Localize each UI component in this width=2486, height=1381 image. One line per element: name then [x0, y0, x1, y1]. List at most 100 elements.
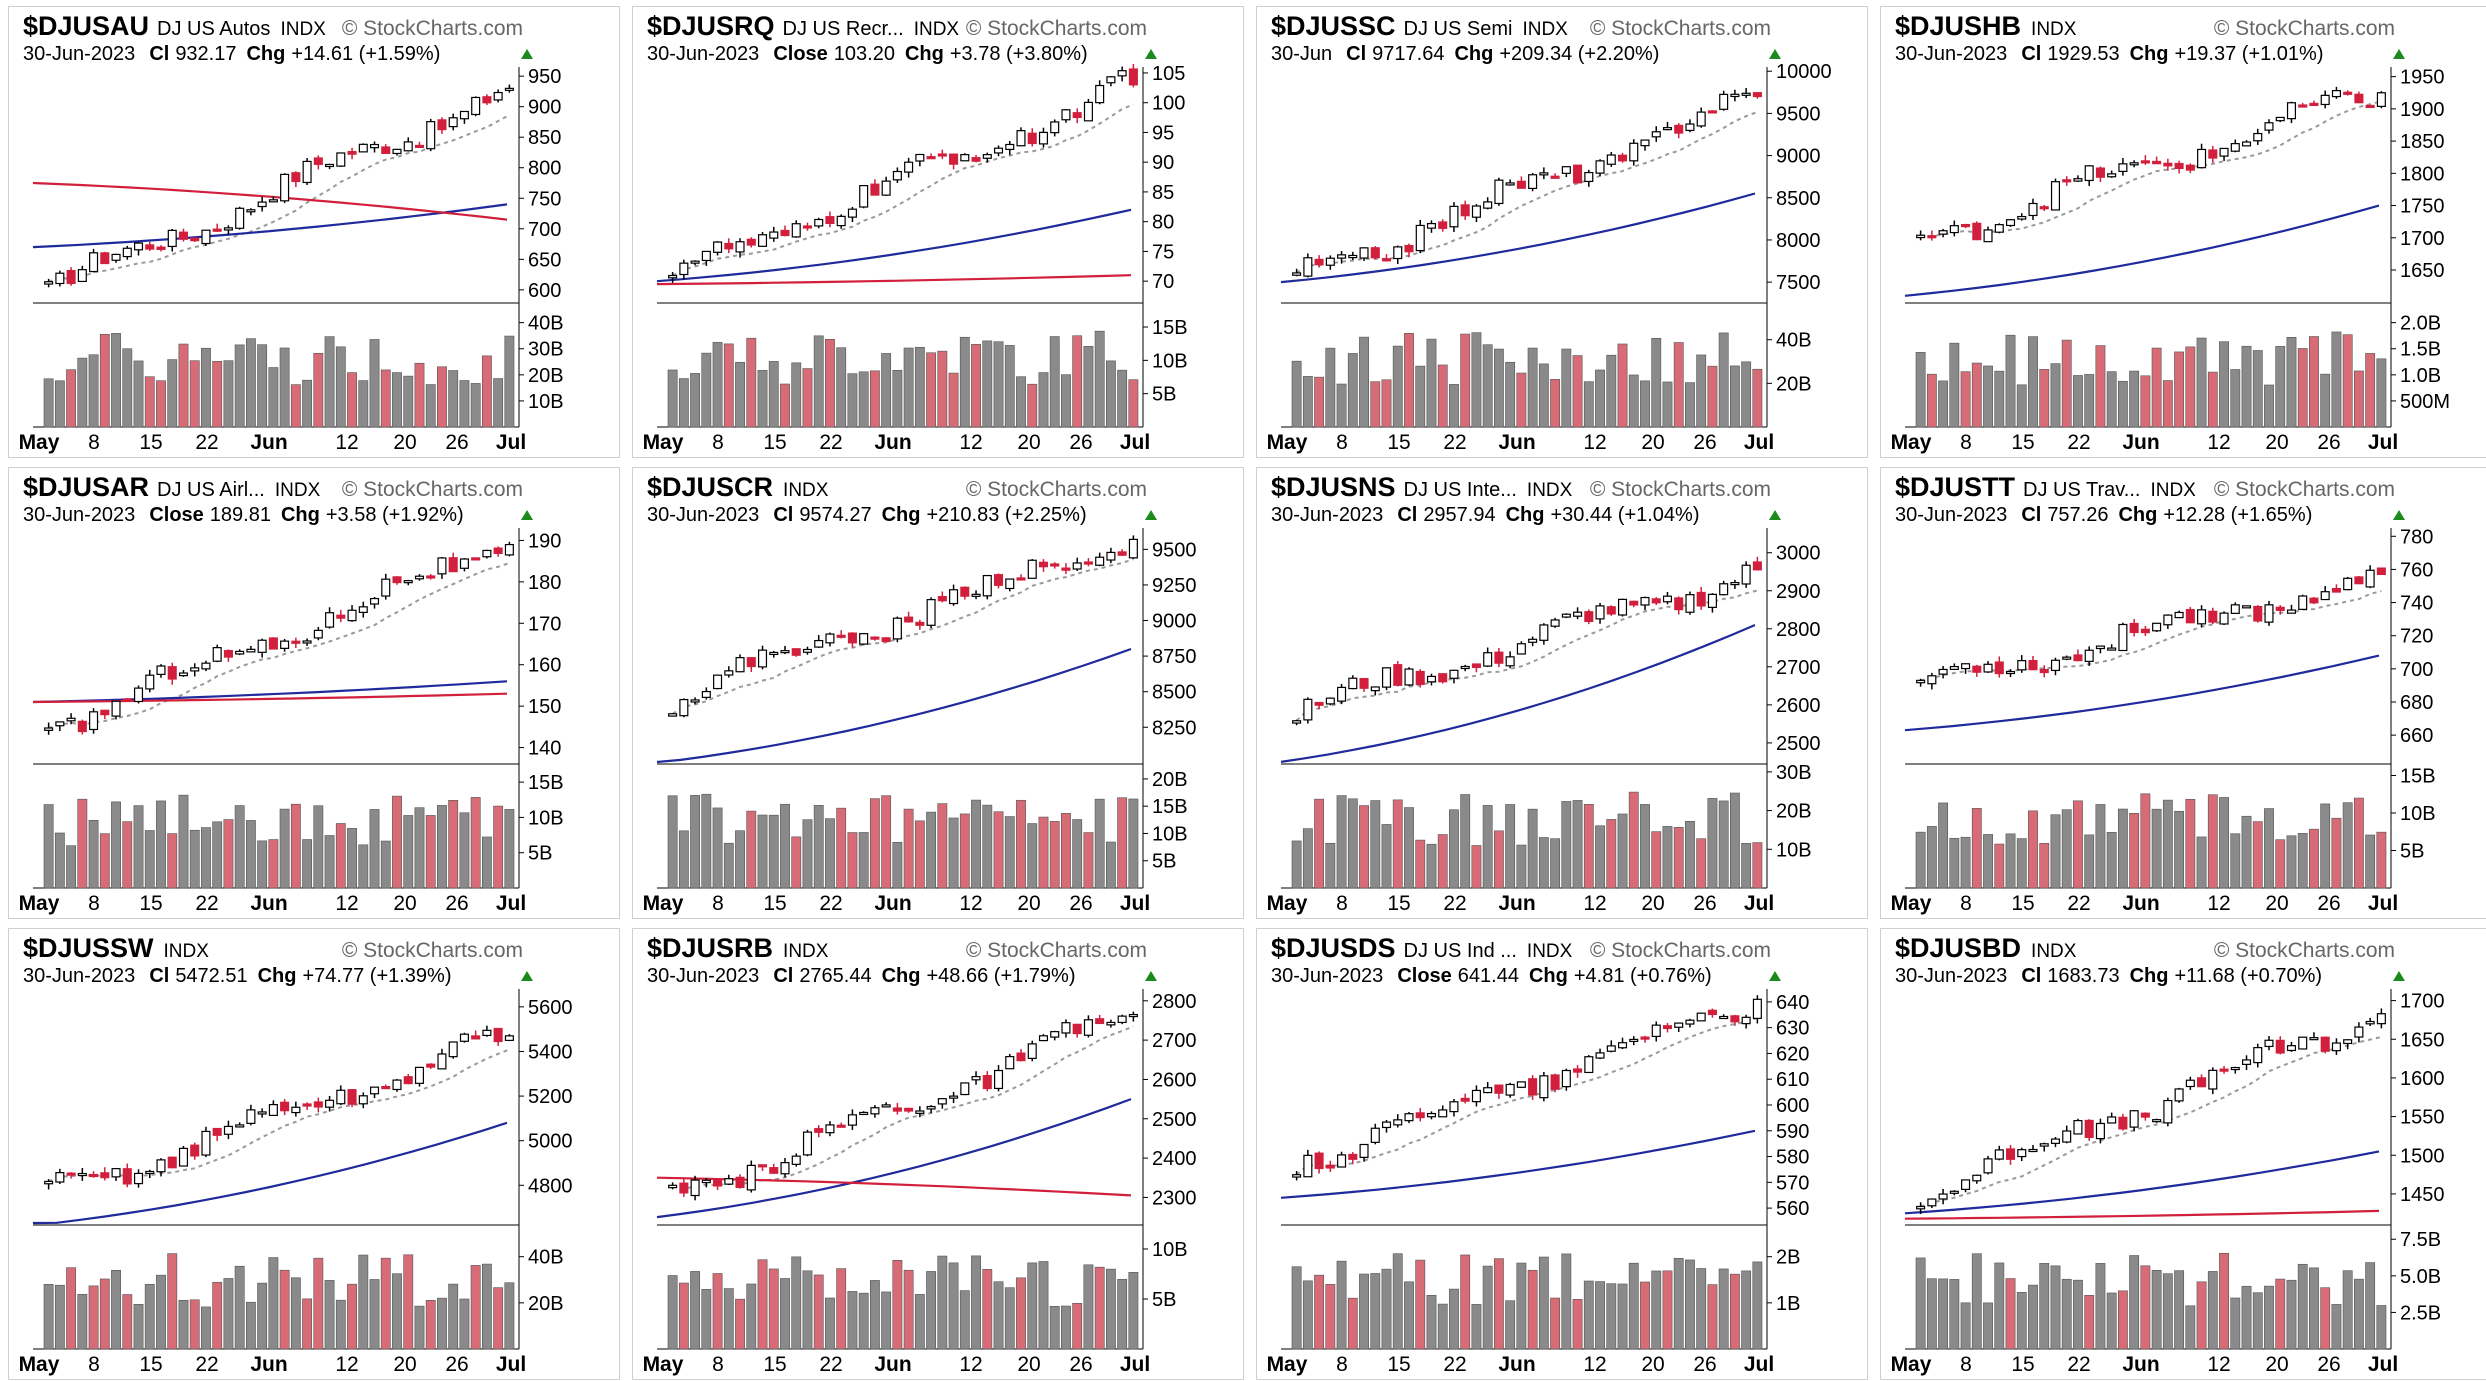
- volume-bar: [2196, 1281, 2207, 1350]
- brand-watermark: © StockCharts.com: [342, 478, 523, 501]
- candle-body: [1730, 1015, 1740, 1023]
- volume-bar: [369, 809, 380, 889]
- candle-body: [769, 1167, 779, 1174]
- chart-panel[interactable]: $DJUSAR DJ US Airl... INDX © StockCharts.co…: [8, 467, 620, 919]
- volume-bar: [2309, 828, 2319, 889]
- candle-body: [1370, 1127, 1380, 1143]
- candle-body: [1730, 581, 1740, 586]
- volume-bar: [959, 1290, 970, 1350]
- volume-bar: [1016, 1277, 1026, 1350]
- candle-body: [814, 1128, 824, 1133]
- candle-body: [1438, 673, 1448, 683]
- volume-bar: [1729, 365, 1740, 428]
- y-tick-label: 1900: [2400, 99, 2445, 121]
- x-tick-label: 8: [1960, 1353, 1972, 1376]
- volume-bar: [414, 807, 425, 889]
- candle-body: [100, 709, 110, 716]
- chart-panel[interactable]: $DJUSNS DJ US Inte... INDX © StockCharts.co…: [1256, 467, 1868, 919]
- volume-bar: [2353, 797, 2364, 889]
- volume-bar: [178, 1299, 189, 1350]
- candle-body: [145, 1170, 155, 1175]
- volume-bar: [2050, 1265, 2061, 1350]
- candle-body: [735, 241, 745, 253]
- chart-panel[interactable]: $DJUSAU DJ US Autos INDX © StockCharts.com 3…: [8, 6, 620, 458]
- volume-bar: [1938, 802, 1949, 889]
- volume-bar: [2207, 1271, 2218, 1350]
- candle-body: [2039, 1143, 2049, 1147]
- volume-bar: [1685, 1259, 1695, 1350]
- volume-bar: [1072, 335, 1083, 428]
- candle-body: [1662, 1025, 1673, 1030]
- chart-panel[interactable]: $DJUSTT DJ US Trav... INDX © StockCharts.co…: [1880, 467, 2486, 919]
- candle-body: [156, 246, 166, 251]
- chart-panel[interactable]: $DJUSSW INDX © StockCharts.com 30-Jun-2023 C…: [8, 928, 620, 1380]
- volume-bar: [768, 361, 779, 428]
- chart-panel[interactable]: $DJUSSC DJ US Semi INDX © StockCharts.com 30…: [1256, 6, 1868, 458]
- chart-description: DJ US Autos: [157, 18, 270, 40]
- chart-svg: $DJUSRB INDX © StockCharts.com 30-Jun-2023 C…: [643, 933, 1197, 1376]
- volume-bar: [324, 835, 335, 889]
- volume-bar: [1460, 1254, 1471, 1350]
- close-value: 1929.53: [2047, 43, 2119, 65]
- y-tick-label: 2900: [1776, 581, 1821, 603]
- candle-body: [1629, 600, 1639, 606]
- volume-bar: [1617, 813, 1628, 889]
- candle-body: [1719, 93, 1729, 110]
- candle-body: [2017, 1149, 2027, 1158]
- volume-bar: [290, 384, 301, 428]
- candle-body: [2017, 215, 2027, 220]
- candle-body: [713, 1179, 723, 1187]
- chart-panel[interactable]: $DJUSHB INDX © StockCharts.com 30-Jun-2023 C…: [1880, 6, 2486, 458]
- candle-body: [769, 651, 779, 656]
- y-tick-label: 2700: [1152, 1030, 1197, 1052]
- brand-watermark: © StockCharts.com: [2214, 478, 2395, 501]
- candle-body: [111, 253, 121, 261]
- x-tick-label: 15: [139, 1353, 162, 1376]
- chart-panel[interactable]: $DJUSBD INDX © StockCharts.com 30-Jun-2023 C…: [1880, 928, 2486, 1380]
- candle-body: [1292, 720, 1302, 724]
- volume-bar: [111, 801, 121, 889]
- x-tick-label: May: [19, 1353, 60, 1376]
- candle-body: [1539, 624, 1549, 641]
- x-tick-label: Jul: [1120, 1353, 1150, 1376]
- change-label: Chg: [281, 504, 320, 526]
- x-tick-label: 22: [195, 431, 218, 454]
- volume-bar: [982, 804, 993, 889]
- quote-date: 30-Jun-2023: [23, 504, 135, 526]
- x-tick-label: 12: [2207, 892, 2230, 915]
- change-label: Chg: [905, 43, 944, 65]
- volume-bar: [2376, 1305, 2387, 1350]
- volume-bar: [481, 836, 492, 889]
- volume-bar: [1415, 1259, 1426, 1350]
- chart-panel[interactable]: $DJUSCR INDX © StockCharts.com 30-Jun-2023 C…: [632, 467, 1244, 919]
- volume-bar: [1359, 336, 1369, 428]
- x-tick-label: 8: [712, 1353, 724, 1376]
- volume-bar: [1291, 1266, 1302, 1350]
- candle-body: [2174, 611, 2184, 619]
- volume-bar: [493, 805, 504, 889]
- brand-watermark: © StockCharts.com: [342, 939, 523, 962]
- chart-symbol: $DJUSSC: [1271, 11, 1396, 41]
- candle-body: [1038, 131, 1049, 145]
- candle-body: [448, 557, 458, 573]
- chart-panel[interactable]: $DJUSDS DJ US Ind ... INDX © StockCharts.co…: [1256, 928, 1868, 1380]
- candle-body: [2253, 605, 2263, 622]
- x-tick-label: 20: [1641, 892, 1664, 915]
- y-tick-label: 2600: [1152, 1069, 1197, 1091]
- chart-panel[interactable]: $DJUSRQ DJ US Recr... INDX © StockCharts.co…: [632, 6, 1244, 458]
- candle-body: [2275, 1039, 2285, 1054]
- volume-bar: [2365, 1262, 2376, 1350]
- volume-bar: [223, 360, 234, 428]
- y-tick-label: 4800: [528, 1175, 573, 1197]
- volume-tick-label: 500M: [2400, 391, 2450, 413]
- candle-body: [2264, 1039, 2274, 1048]
- volume-bar: [2129, 1255, 2140, 1350]
- x-tick-label: 22: [2067, 431, 2090, 454]
- close-value: 9717.64: [1372, 43, 1444, 65]
- volume-bar: [1527, 347, 1538, 428]
- candle-body: [2084, 649, 2094, 662]
- volume-bar: [1538, 363, 1549, 428]
- volume-bar: [2162, 799, 2173, 889]
- chart-panel[interactable]: $DJUSRB INDX © StockCharts.com 30-Jun-2023 C…: [632, 928, 1244, 1380]
- volume-bar: [813, 805, 824, 889]
